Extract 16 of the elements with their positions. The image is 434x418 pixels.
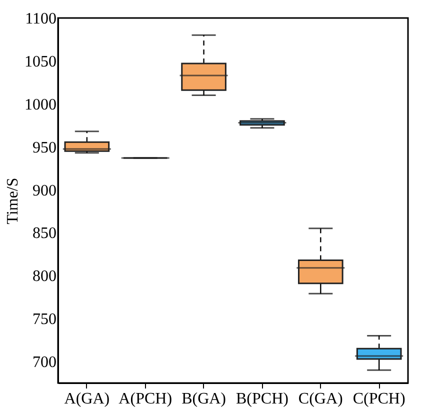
y-tick-label: 900 xyxy=(32,182,56,200)
y-tick-label: 800 xyxy=(32,268,56,286)
y-axis-title: Time/S xyxy=(4,178,22,224)
y-tick-label: 950 xyxy=(32,139,56,156)
x-tick-label: C(GA) xyxy=(298,390,343,408)
x-tick-label: B(PCH) xyxy=(236,390,288,408)
x-tick-label: B(GA) xyxy=(182,390,226,408)
y-tick-label: 1000 xyxy=(24,96,56,114)
x-tick-label: A(GA) xyxy=(64,390,110,408)
x-tick-label: A(PCH) xyxy=(118,390,172,408)
y-tick-label: 850 xyxy=(32,225,56,242)
x-tick-label: C(PCH) xyxy=(352,390,406,408)
y-tick-label: 1050 xyxy=(24,53,56,70)
y-tick-label: 750 xyxy=(32,311,56,328)
y-tick-label: 700 xyxy=(32,354,56,372)
y-tick-label: 1100 xyxy=(25,10,56,28)
